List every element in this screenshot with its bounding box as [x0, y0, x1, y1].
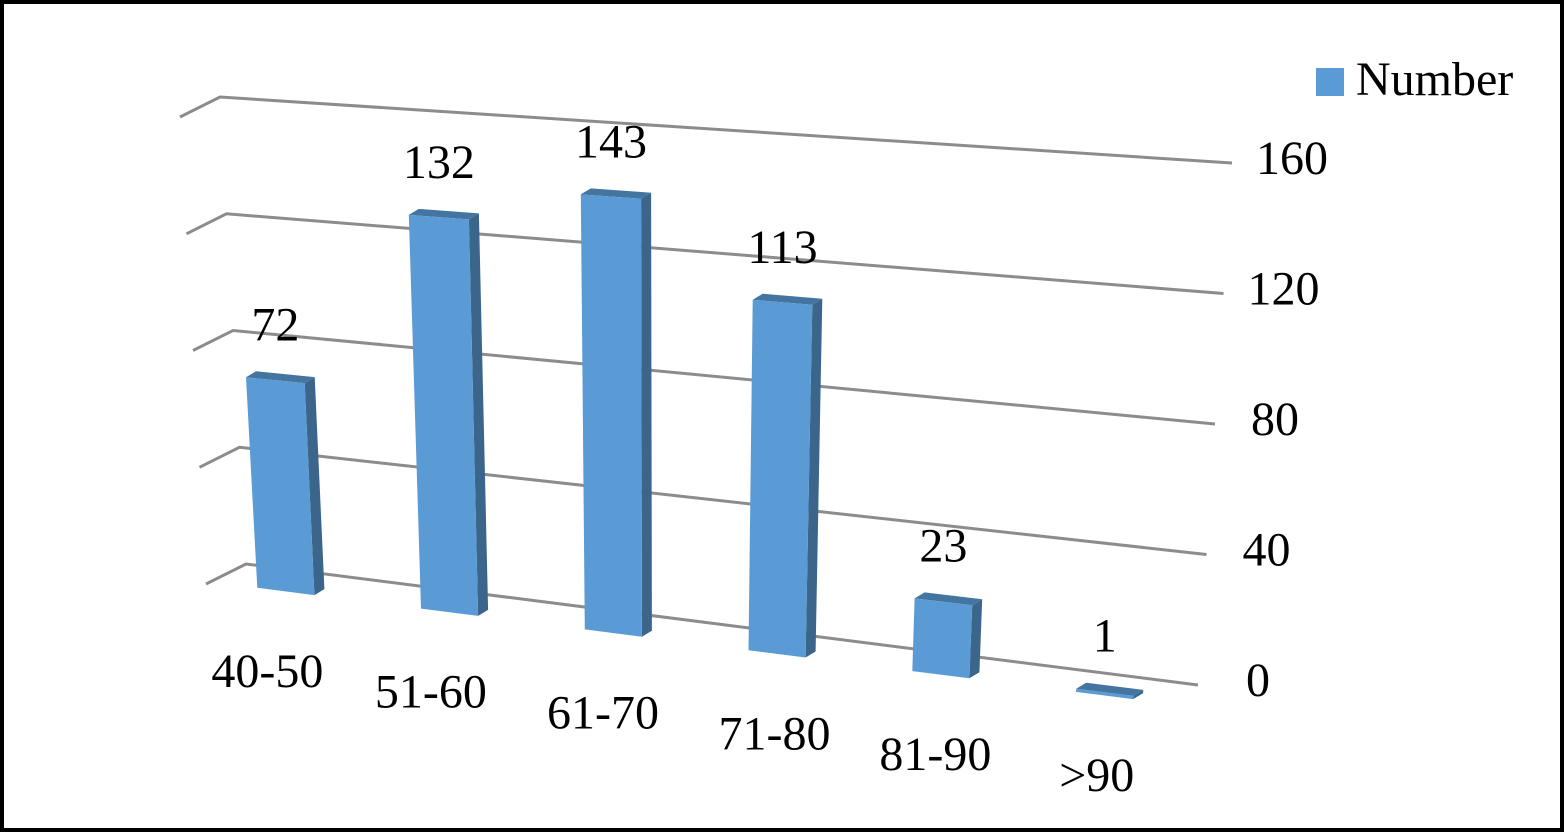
- y-tick-label: 120: [1248, 263, 1320, 316]
- bar-top: [580, 188, 652, 199]
- y-tick-label: 0: [1246, 654, 1270, 707]
- bar: [580, 194, 642, 637]
- bar-top: [1076, 682, 1144, 696]
- bar: [748, 299, 813, 658]
- bar: [1076, 688, 1134, 700]
- legend-label: Number: [1356, 53, 1513, 106]
- data-label: 132: [403, 136, 475, 189]
- x-tick-label: 61-70: [547, 686, 659, 739]
- x-tick-label: >90: [1059, 749, 1134, 802]
- y-tick-label: 40: [1243, 524, 1291, 577]
- grid-line: [179, 95, 1233, 165]
- x-tick-label: 71-80: [718, 707, 830, 760]
- grid-line: [205, 562, 1199, 687]
- bar-top: [408, 208, 479, 220]
- y-tick-label: 160: [1256, 132, 1328, 185]
- data-label: 1: [1093, 610, 1117, 663]
- bar-side: [805, 298, 823, 658]
- bar-top: [752, 293, 823, 305]
- bar: [912, 598, 973, 679]
- y-tick-label: 80: [1251, 393, 1299, 446]
- x-tick-label: 51-60: [375, 666, 487, 719]
- grid-line: [198, 445, 1207, 556]
- data-label: 143: [575, 115, 647, 168]
- grid-line: [185, 212, 1224, 295]
- bar-side: [969, 599, 983, 679]
- bar-side: [304, 377, 325, 596]
- bar: [408, 214, 479, 616]
- bar-side: [1133, 689, 1144, 700]
- data-label: 113: [747, 221, 817, 274]
- x-tick-label: 40-50: [211, 645, 323, 698]
- bar-top: [914, 592, 983, 606]
- bar: [246, 377, 315, 596]
- grid-line: [192, 328, 1216, 426]
- bar-top: [246, 371, 315, 384]
- legend-swatch: [1316, 68, 1344, 96]
- bar-side: [468, 213, 489, 616]
- bar-side: [641, 192, 652, 637]
- data-label: 23: [919, 519, 967, 572]
- data-label: 72: [251, 298, 299, 351]
- x-tick-label: 81-90: [879, 728, 991, 781]
